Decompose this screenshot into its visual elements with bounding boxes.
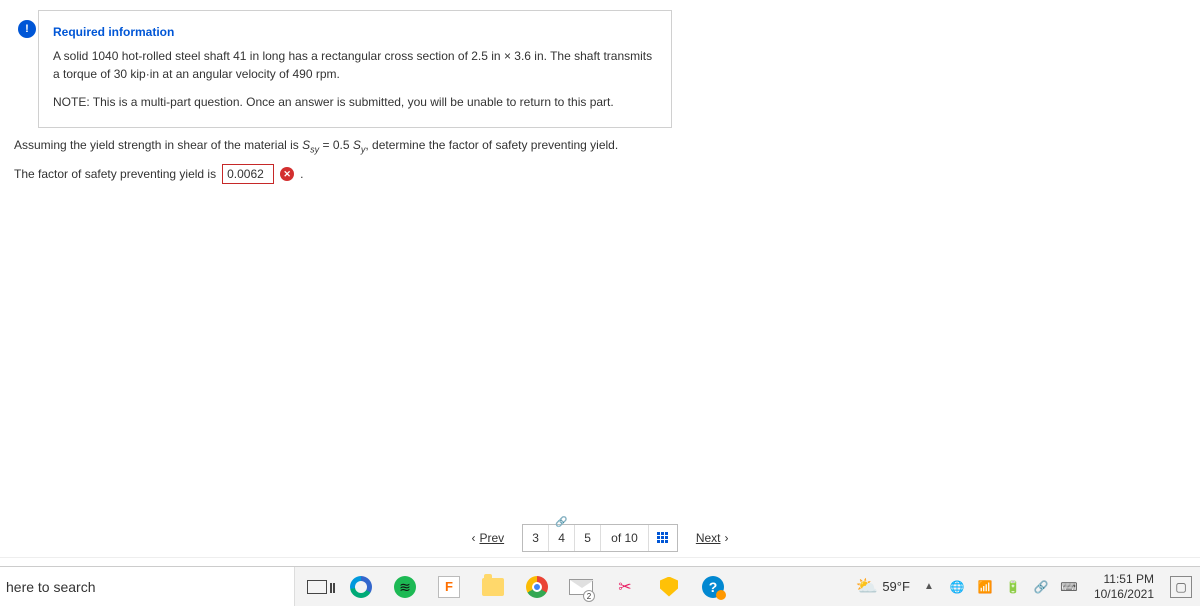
page-of-label: of 10: [601, 525, 649, 551]
taskbar-search[interactable]: here to search: [0, 567, 295, 606]
keyboard-icon[interactable]: ⌨: [1060, 578, 1078, 596]
question-post: , determine the factor of safety prevent…: [365, 138, 618, 152]
clock[interactable]: 11:51 PM 10/16/2021: [1088, 572, 1160, 601]
security-app[interactable]: [647, 567, 691, 606]
var-ssy: Ssy: [302, 138, 319, 152]
answer-label: The factor of safety preventing yield is: [14, 167, 216, 181]
weather-icon: ⛅: [856, 576, 878, 597]
mail-app[interactable]: 2: [559, 567, 603, 606]
system-tray: ⛅ 59°F ▲ 🌐 📶 🔋 🔗 ⌨ 11:51 PM 10/16/2021 ▢: [856, 567, 1200, 606]
shield-icon: [660, 577, 678, 597]
page-5[interactable]: 5: [575, 525, 601, 551]
f-icon: F: [438, 576, 460, 598]
weather-temp: 59°F: [882, 579, 910, 594]
var-sy: Sy: [353, 138, 366, 152]
clock-date: 10/16/2021: [1094, 587, 1154, 601]
file-explorer-app[interactable]: [471, 567, 515, 606]
page-selector: 3 🔗 4 5 of 10: [522, 524, 678, 552]
wifi-icon[interactable]: 📶: [976, 578, 994, 596]
help-app[interactable]: ?: [691, 567, 735, 606]
next-button[interactable]: Next ›: [696, 531, 729, 545]
answer-row: The factor of safety preventing yield is…: [14, 164, 1192, 184]
answer-input[interactable]: [222, 164, 274, 184]
required-info-title: Required information: [53, 23, 655, 41]
edge-app[interactable]: [339, 567, 383, 606]
taskbar: here to search F 2 ✂ ? ⛅ 59°F ▲ 🌐 📶 🔋 🔗 …: [0, 566, 1200, 606]
next-label: Next: [696, 531, 721, 545]
f-app[interactable]: F: [427, 567, 471, 606]
edge-icon: [350, 576, 372, 598]
battery-icon[interactable]: 🔋: [1004, 578, 1022, 596]
question-text: Assuming the yield strength in shear of …: [14, 138, 672, 154]
multipart-note: NOTE: This is a multi-part question. Onc…: [53, 93, 655, 111]
chevron-left-icon: ‹: [471, 531, 475, 545]
spotify-app[interactable]: [383, 567, 427, 606]
link-tray-icon[interactable]: 🔗: [1032, 578, 1050, 596]
link-icon: 🔗: [555, 517, 567, 528]
notifications-button[interactable]: ▢: [1170, 576, 1192, 598]
snip-app[interactable]: ✂: [603, 567, 647, 606]
page-grid-button[interactable]: [649, 532, 677, 543]
page-3[interactable]: 3: [523, 525, 549, 551]
folder-icon: [482, 578, 504, 596]
prev-button[interactable]: ‹ Prev: [471, 531, 504, 545]
info-icon: !: [18, 20, 36, 38]
pagination-bar: ‹ Prev 3 🔗 4 5 of 10 Next ›: [0, 518, 1200, 558]
question-pre: Assuming the yield strength in shear of …: [14, 138, 302, 152]
tray-expand-icon[interactable]: ▲: [920, 578, 938, 596]
notification-icon: ▢: [1175, 580, 1186, 594]
required-info-box: Required information A solid 1040 hot-ro…: [38, 10, 672, 128]
question-eq: = 0.5: [319, 138, 353, 152]
page-4[interactable]: 🔗 4: [549, 525, 575, 551]
task-view-icon: [307, 580, 327, 594]
mail-badge: 2: [583, 590, 595, 602]
chevron-right-icon: ›: [725, 531, 729, 545]
chrome-app[interactable]: [515, 567, 559, 606]
incorrect-icon: ✕: [280, 167, 294, 181]
chrome-icon: [526, 576, 548, 598]
weather-widget[interactable]: ⛅ 59°F: [856, 576, 910, 597]
scissors-icon: ✂: [615, 577, 635, 597]
help-icon: ?: [702, 576, 724, 598]
task-view-button[interactable]: [295, 567, 339, 606]
prev-label: Prev: [479, 531, 504, 545]
answer-period: .: [300, 167, 303, 181]
language-icon[interactable]: 🌐: [948, 578, 966, 596]
clock-time: 11:51 PM: [1094, 572, 1154, 586]
spotify-icon: [394, 576, 416, 598]
problem-statement: A solid 1040 hot-rolled steel shaft 41 i…: [53, 47, 655, 83]
